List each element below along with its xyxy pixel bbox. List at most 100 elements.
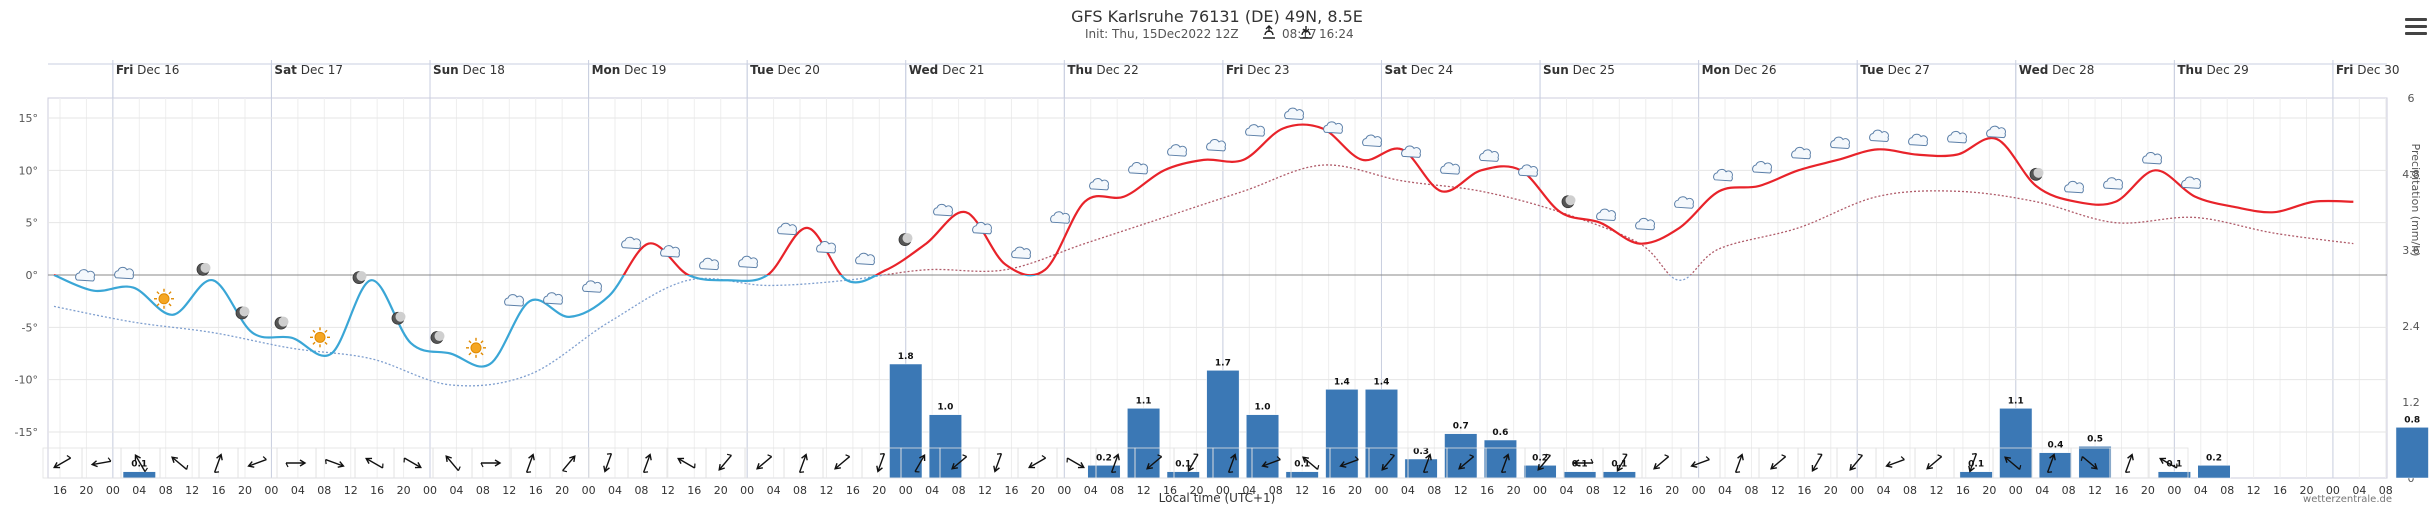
precip-value-label: 0.2 xyxy=(1532,453,1548,463)
hour-tick-label: 20 xyxy=(397,484,411,497)
hour-tick-label: 00 xyxy=(1850,484,1864,497)
dewpoint-line-warm xyxy=(880,164,2354,275)
precip-bar xyxy=(122,471,156,479)
x-axis-label: Local time (UTC+1) xyxy=(1159,491,1276,505)
y-right-tick-label: 4.8 xyxy=(2402,168,2420,181)
hour-tick-label: 20 xyxy=(1507,484,1521,497)
y-left-tick-label: -10° xyxy=(15,374,38,387)
cloud-icon xyxy=(504,294,524,307)
hour-tick-label: 20 xyxy=(2141,484,2155,497)
precip-bar xyxy=(1602,471,1636,479)
precip-value-label: 1.0 xyxy=(1255,403,1271,413)
cloud-icon xyxy=(1869,129,1889,143)
day-label: Sat Dec 17 xyxy=(274,63,343,77)
cloud-icon xyxy=(1440,162,1460,175)
hour-tick-label: 12 xyxy=(185,484,199,497)
cloud-icon xyxy=(1089,178,1109,191)
cloud-icon xyxy=(660,245,680,258)
precip-value-label: 1.1 xyxy=(1136,396,1152,406)
sun-icon xyxy=(310,327,330,348)
hour-tick-label: 12 xyxy=(344,484,358,497)
wind-arrow-icon xyxy=(2004,456,2022,470)
hour-tick-label: 08 xyxy=(1903,484,1917,497)
hour-tick-label: 16 xyxy=(1004,484,1018,497)
precip-bar xyxy=(1404,458,1438,479)
wind-arrow-icon xyxy=(1110,453,1120,473)
hour-tick-label: 04 xyxy=(608,484,622,497)
hour-tick-label: 00 xyxy=(582,484,596,497)
day-label: Fri Dec 16 xyxy=(116,63,180,77)
wind-arrow-icon xyxy=(525,453,535,473)
wind-arrow-icon xyxy=(1187,453,1199,472)
wind-arrow-icon xyxy=(677,457,696,469)
hour-tick-label: 00 xyxy=(2167,484,2181,497)
hour-tick-label: 12 xyxy=(1771,484,1785,497)
hour-tick-label: 00 xyxy=(1533,484,1547,497)
hour-tick-label: 04 xyxy=(925,484,939,497)
sunset-icon xyxy=(1300,26,1312,39)
cloud-icon xyxy=(2181,176,2201,189)
hour-tick-label: 16 xyxy=(2114,484,2128,497)
wind-cell xyxy=(2148,447,2189,479)
cloud-icon xyxy=(1479,149,1499,162)
hour-tick-label: 04 xyxy=(1718,484,1732,497)
precip-bar xyxy=(1959,471,1993,479)
day-label: Mon Dec 26 xyxy=(1702,63,1777,77)
y-right-tick-label: 3.6 xyxy=(2402,244,2420,257)
precip-value-label: 0.1 xyxy=(2166,460,2182,470)
cloud-icon xyxy=(1518,164,1538,177)
wind-arrow-icon xyxy=(993,453,1003,473)
sun-icon xyxy=(466,337,486,358)
wind-arrow-icon xyxy=(1572,458,1594,467)
hour-tick-label: 00 xyxy=(899,484,913,497)
moon-icon xyxy=(235,306,250,320)
cloud-icon xyxy=(933,203,953,217)
wind-arrow-icon xyxy=(213,453,223,473)
y-right-tick-label: 0 xyxy=(2408,472,2415,485)
chart-menu-button[interactable] xyxy=(2402,14,2430,40)
wind-arrow-icon xyxy=(1968,453,1978,473)
precip-bar xyxy=(889,363,923,479)
hour-tick-label: 08 xyxy=(317,484,331,497)
hour-tick-label: 08 xyxy=(2062,484,2076,497)
cloud-icon xyxy=(1791,146,1811,160)
wind-arrow-icon xyxy=(53,455,72,469)
hour-tick-label: 20 xyxy=(714,484,728,497)
hour-tick-label: 12 xyxy=(2247,484,2261,497)
wind-arrow-icon xyxy=(756,454,773,470)
wind-arrow-icon xyxy=(285,459,307,468)
wind-arrow-icon xyxy=(2159,457,2178,469)
cloud-icon xyxy=(972,221,992,235)
hour-tick-label: 20 xyxy=(1824,484,1838,497)
hour-tick-label: 20 xyxy=(79,484,93,497)
wind-arrow-icon xyxy=(325,458,345,468)
day-label: Tue Dec 20 xyxy=(750,63,820,77)
precip-value-label: 0.8 xyxy=(2404,415,2420,425)
precip-value-label: 0.1 xyxy=(1294,460,1310,470)
hour-tick-label: 20 xyxy=(1031,484,1045,497)
wind-arrow-icon xyxy=(1146,454,1163,470)
cloud-icon xyxy=(582,280,602,293)
moon-icon xyxy=(196,262,211,276)
wind-arrow-icon xyxy=(1616,453,1628,472)
sunset-time: 16:24 xyxy=(1319,27,1354,41)
precip-bar xyxy=(1166,471,1200,479)
wind-arrow-icon xyxy=(1302,456,1320,470)
hour-tick-label: 16 xyxy=(1480,484,1494,497)
cloud-icon xyxy=(1635,217,1655,231)
wind-arrow-icon xyxy=(1926,454,1943,470)
hour-tick-label: 04 xyxy=(2194,484,2208,497)
hour-tick-label: 16 xyxy=(370,484,384,497)
wind-arrow-icon xyxy=(1734,453,1744,473)
wind-arrow-icon xyxy=(876,453,886,473)
wind-arrow-icon xyxy=(403,457,422,469)
hour-tick-label: 20 xyxy=(1348,484,1362,497)
hour-tick-label: 16 xyxy=(2273,484,2287,497)
hour-tick-label: 04 xyxy=(1242,484,1256,497)
wind-arrow-icon xyxy=(2080,456,2098,470)
wind-arrow-icon xyxy=(798,453,808,473)
wind-arrow-icon xyxy=(562,455,576,473)
hour-tick-label: 00 xyxy=(1057,484,1071,497)
hour-tick-label: 04 xyxy=(1559,484,1573,497)
